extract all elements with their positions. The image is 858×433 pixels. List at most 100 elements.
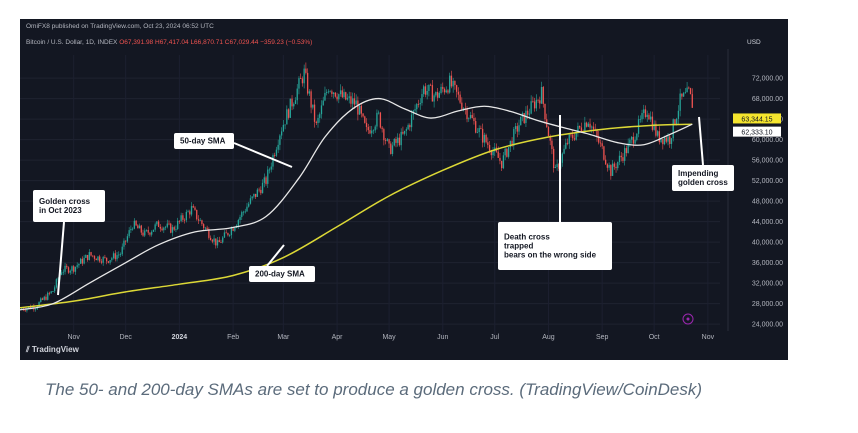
candle-body [125, 240, 127, 242]
candle-body [587, 123, 589, 127]
candle [234, 227, 236, 233]
candle [487, 137, 489, 149]
candle-body [270, 166, 272, 170]
candle-body [556, 164, 558, 167]
candle [553, 146, 555, 173]
candle-body [289, 98, 291, 118]
candle-body [615, 166, 617, 169]
candle-body [416, 104, 418, 110]
candle [156, 221, 158, 226]
annotation-text: bears on the wrong side [504, 251, 597, 260]
candle-body [475, 121, 477, 133]
candle [383, 127, 385, 146]
candle-body [112, 253, 115, 259]
candle-body [159, 226, 162, 229]
candle-body [364, 116, 366, 123]
candle [440, 83, 442, 95]
candle [107, 261, 110, 264]
candle-body [334, 92, 337, 97]
candle [218, 236, 220, 243]
candle [672, 118, 674, 142]
candle [523, 112, 525, 124]
candle-body [650, 116, 652, 120]
candle-body [608, 165, 610, 168]
candle [194, 206, 196, 211]
candle-body [601, 143, 603, 147]
candle [275, 146, 278, 157]
candle-body [610, 165, 612, 176]
candle [258, 187, 260, 193]
candle-body [185, 211, 187, 221]
candle-body [490, 151, 492, 156]
candle-body [627, 143, 629, 154]
candle-body [371, 130, 373, 134]
candle-body [447, 90, 449, 93]
candle-body [298, 78, 300, 89]
candle-body [454, 81, 456, 86]
candle-body [211, 240, 213, 242]
candle [613, 161, 615, 170]
candle-body [182, 215, 184, 220]
candle [183, 218, 186, 224]
candle-body [423, 86, 425, 95]
candle-body [194, 207, 196, 210]
candle-body [431, 85, 434, 102]
candle [118, 251, 120, 259]
change-value: −359.23 (−0.53%) [260, 39, 313, 46]
annotation-box [498, 222, 612, 270]
candle-body [511, 140, 513, 146]
candle-body [580, 127, 583, 132]
candle [398, 133, 401, 147]
candle [170, 222, 172, 234]
candle [338, 93, 340, 104]
candle-body [69, 270, 71, 273]
candle [52, 290, 54, 293]
candle-body [140, 225, 142, 233]
candle-body [620, 155, 622, 158]
candle [196, 209, 198, 221]
candle [319, 112, 321, 123]
candle-body [225, 232, 227, 234]
candle-body [507, 147, 510, 157]
y-tick-label: 60,000.00 [752, 137, 783, 144]
candle [450, 70, 453, 89]
candle [424, 83, 427, 98]
candle [282, 119, 285, 132]
candle [670, 137, 673, 149]
candle-body [99, 256, 101, 262]
price-chart[interactable]: 24,000.00 28,000.00 32,000.00 36,000.00 40,0… [20, 19, 788, 360]
candle-body [24, 309, 26, 311]
candle-body [563, 148, 565, 154]
candle [242, 210, 245, 216]
candle [618, 150, 621, 166]
candle-body [421, 94, 423, 104]
figure-caption: The 50- and 200-day SMAs are set to prod… [45, 380, 703, 399]
candle [66, 263, 68, 270]
candle [171, 224, 174, 237]
candle-body [227, 233, 229, 236]
candle-body [222, 237, 224, 243]
candle [76, 262, 78, 269]
candle [403, 130, 406, 136]
candle-body [78, 263, 80, 266]
candle-body [452, 81, 454, 87]
candle [289, 98, 291, 118]
candle-body [655, 123, 657, 136]
candle-body [303, 68, 305, 84]
candle [587, 121, 589, 128]
candle [341, 86, 343, 99]
candle [74, 266, 77, 275]
candle [480, 125, 482, 130]
candle [203, 223, 205, 231]
candle [306, 68, 309, 96]
candle-body [624, 148, 626, 161]
candle-body [267, 169, 269, 184]
candle [627, 138, 629, 154]
price-tag-label: 63,344.15 [741, 116, 772, 123]
candle-body [114, 253, 116, 260]
candle-body [284, 124, 286, 126]
candle [246, 202, 248, 212]
candle-body [48, 292, 51, 294]
candle [572, 129, 574, 142]
